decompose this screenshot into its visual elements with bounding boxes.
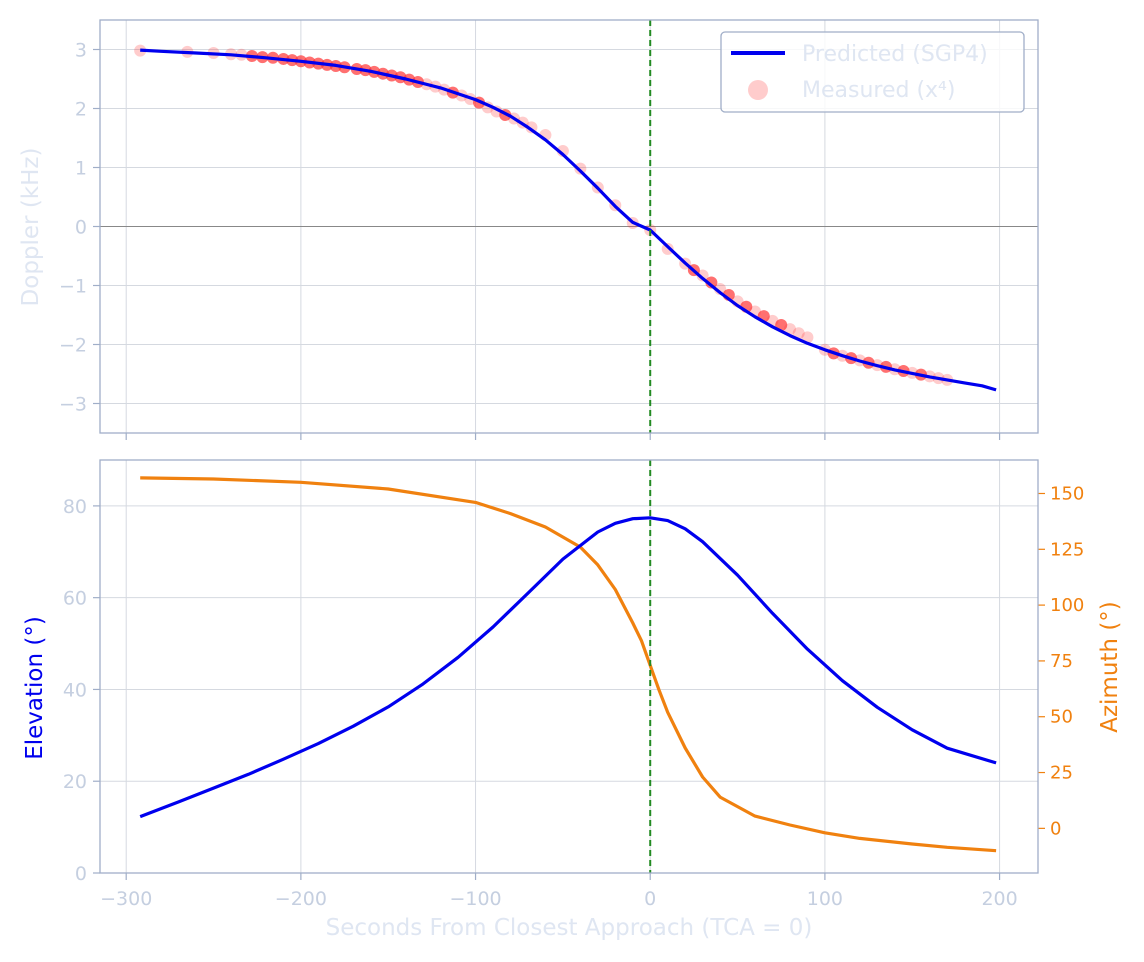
elevation-line — [139, 516, 997, 819]
measured-point — [783, 323, 796, 336]
measured-point — [696, 269, 709, 282]
y-right-tick-label: 25 — [1050, 763, 1073, 784]
x-tick-label: −300 — [100, 888, 152, 910]
y-right-tick-label: 0 — [1050, 818, 1061, 839]
y-tick-label: 40 — [63, 679, 87, 701]
x-tick-label: −100 — [449, 888, 501, 910]
y-right-tick-label: 150 — [1050, 483, 1084, 504]
doppler-panel: 3 2 1 0 −1 −2 −3 — [59, 19, 1039, 440]
legend-label-predicted: Predicted (SGP4) — [802, 42, 988, 67]
x-tick-label: 0 — [644, 888, 656, 910]
y-tick-label: −3 — [59, 394, 87, 416]
x-tick-label: 200 — [981, 888, 1017, 910]
plot-frame — [99, 459, 1039, 874]
legend-swatch-measured — [748, 80, 768, 100]
y-axis-label-elevation: Elevation (°) — [22, 616, 48, 760]
y-tick-label: 20 — [63, 771, 87, 793]
y-right-tick-label: 75 — [1050, 651, 1073, 672]
y-axis-label-azimuth: Azimuth (°) — [1097, 601, 1123, 733]
measured-point — [792, 327, 805, 340]
y-right-tick-label: 100 — [1050, 595, 1084, 616]
y-right-tick-label: 50 — [1050, 707, 1073, 728]
elevation-azimuth-panel: −300 −200 −100 0 100 200 0 20 40 60 80 0 25 50 75 100 12… — [63, 459, 1084, 910]
y-right-tick-label: 125 — [1050, 539, 1084, 560]
y-tick-label: −2 — [59, 335, 87, 357]
y-tick-label: −1 — [59, 276, 87, 298]
y-tick-label: 3 — [75, 40, 87, 62]
x-tick-label: −200 — [275, 888, 327, 910]
y-tick-label: 60 — [63, 588, 87, 610]
legend-label-measured: Measured (x⁴) — [802, 78, 955, 103]
x-tick-label: 100 — [807, 888, 843, 910]
x-axis-label: Seconds From Closest Approach (TCA = 0) — [326, 915, 813, 941]
y-tick-label: 0 — [75, 217, 87, 239]
legend: Predicted (SGP4) Measured (x⁴) — [720, 31, 1025, 113]
legend-frame — [720, 31, 1025, 113]
y-axis-label-doppler: Doppler (kHz) — [18, 148, 44, 307]
y-tick-label: 1 — [75, 158, 87, 180]
y-tick-label: 0 — [75, 863, 87, 885]
measured-point — [705, 276, 718, 289]
y-tick-label: 2 — [75, 99, 87, 121]
y-tick-label: 80 — [63, 496, 87, 518]
plot-frame — [99, 19, 1039, 434]
azimuth-line — [140, 476, 997, 853]
